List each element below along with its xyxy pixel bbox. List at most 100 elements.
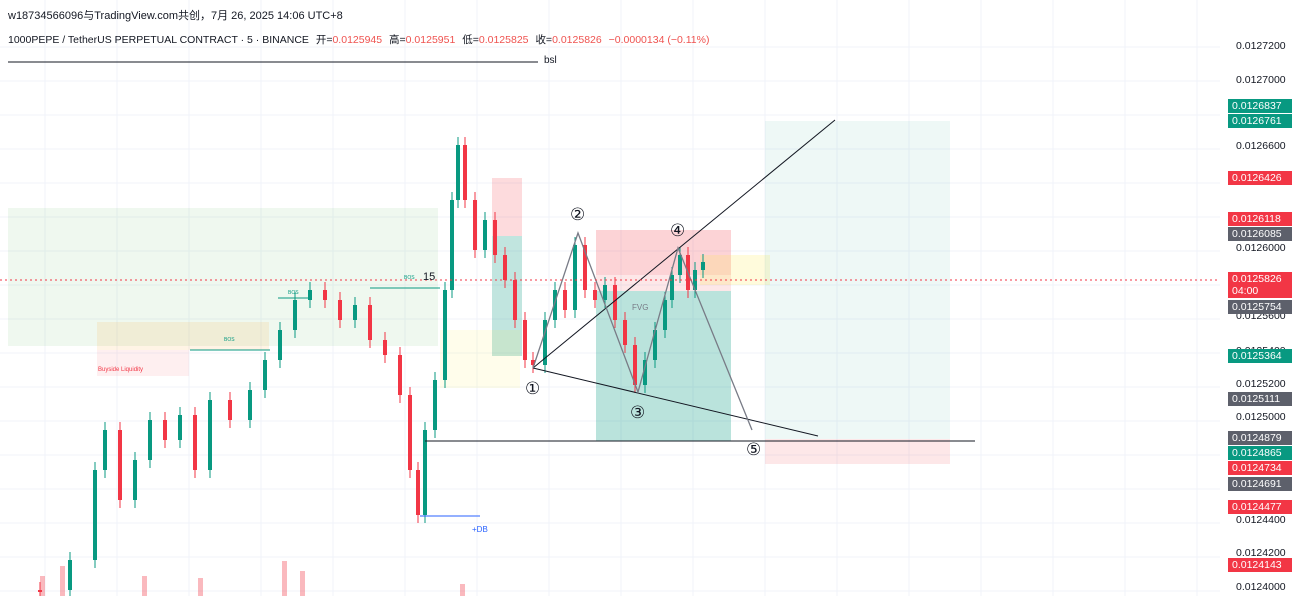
candle-body [513, 280, 517, 320]
price-tag: 0.0125826 [1228, 272, 1292, 286]
close-label: 收= [535, 34, 553, 46]
candle-body [383, 340, 387, 355]
price-tag: 0.0126761 [1228, 114, 1292, 128]
candle-body [563, 290, 567, 310]
wave-label: ④ [670, 221, 685, 240]
drawings [0, 61, 1220, 517]
candle-body [338, 300, 342, 320]
wave-label: ② [570, 205, 585, 224]
price-tag: 0.0124477 [1228, 500, 1292, 514]
zones [8, 121, 950, 464]
volume-bar [142, 576, 147, 596]
wave-label: ⑤ [746, 440, 761, 459]
zone [596, 230, 731, 275]
price-tag: 0.0126118 [1228, 212, 1292, 226]
close-value: 0.0125826 [552, 34, 602, 46]
candle-body [553, 290, 557, 320]
volume-bar [460, 584, 465, 596]
trend-line-lower [532, 367, 819, 437]
wave-path [532, 231, 753, 431]
wave-label: ① [525, 379, 540, 398]
change-value: −0.0000134 (−0.11%) [608, 34, 710, 46]
candle-body [278, 330, 282, 360]
bsl-label: bsl [544, 55, 557, 66]
candle-body [450, 200, 454, 290]
candle-body [543, 320, 547, 365]
candle-body [573, 245, 577, 310]
candle-body [416, 470, 420, 515]
candle-body [408, 395, 412, 470]
axis-tick-label: 0.0127200 [1236, 40, 1286, 52]
fifteen-label: 15 [423, 271, 435, 283]
bos-label: BOS [404, 275, 415, 281]
low-value: 0.0125825 [478, 34, 529, 46]
candle-body [603, 285, 607, 300]
price-tag: 0.0124865 [1228, 446, 1292, 460]
volume-bar [300, 571, 305, 596]
axis-tick-label: 0.0124400 [1236, 514, 1286, 526]
candle-body [68, 560, 72, 590]
volume-bar [282, 561, 287, 596]
candle-body [613, 285, 617, 320]
candle-body [263, 360, 267, 390]
wave-label: ③ [630, 403, 645, 422]
zone [97, 322, 269, 350]
candle-body [463, 145, 467, 200]
symbol-name[interactable]: 1000PEPE / TetherUS PERPETUAL CONTRACT ·… [8, 34, 309, 46]
price-tag: 0.0125111 [1228, 392, 1292, 406]
candle-body [583, 245, 587, 290]
volume-bar [40, 576, 45, 596]
zone [440, 330, 520, 388]
price-tag: 0.0126837 [1228, 99, 1292, 113]
zone [765, 121, 950, 439]
candle-body [653, 330, 657, 360]
symbol-ohlc-line: 1000PEPE / TetherUS PERPETUAL CONTRACT ·… [8, 32, 709, 47]
axis-tick-label: 0.0124000 [1236, 581, 1286, 593]
candle-body [493, 220, 497, 255]
candle-body [456, 145, 460, 200]
candle-body [193, 415, 197, 470]
candle-body [433, 380, 437, 430]
candle-body [308, 290, 312, 300]
candle-body [178, 415, 182, 440]
price-tag: 0.0125364 [1228, 349, 1292, 363]
candle-body [38, 590, 42, 592]
axis-tick-label: 0.0126600 [1236, 140, 1286, 152]
buyside-liquidity-label: Buyside Liquidity [98, 367, 143, 373]
candle-body [443, 290, 447, 380]
volume-bars [40, 561, 465, 596]
candle-body [593, 290, 597, 300]
candle-body [531, 360, 535, 365]
high-label: 高= [389, 34, 406, 46]
db-label: +DB [472, 525, 488, 534]
price-tag: 0.0126085 [1228, 227, 1292, 241]
axis-tick-label: 0.0127000 [1236, 74, 1286, 86]
volume-bar [198, 578, 203, 596]
chart-labels: bsl 15 Buyside Liquidity BOS BOS BOS FVG +DB ① ② ③… [98, 55, 761, 534]
price-tag: 0.0125754 [1228, 300, 1292, 314]
price-tag: 0.0124691 [1228, 477, 1292, 491]
candle-body [208, 400, 212, 470]
candle-body [663, 300, 667, 330]
candles [38, 137, 705, 596]
price-tag: 0.0124734 [1228, 461, 1292, 475]
low-label: 低= [462, 34, 479, 46]
candle-body [118, 430, 122, 500]
trend-line-upper [532, 119, 836, 369]
candle-body [323, 290, 327, 300]
axis-tick-label: 0.0126000 [1236, 242, 1286, 254]
price-tag: 0.0124143 [1228, 558, 1292, 572]
candle-body [228, 400, 232, 420]
candle-body [670, 275, 674, 300]
grid [0, 0, 1220, 596]
candle-body [248, 390, 252, 420]
candle-body [473, 200, 477, 250]
candle-body [701, 262, 705, 270]
candle-body [133, 460, 137, 500]
candle-body [148, 420, 152, 460]
candle-body [423, 430, 427, 515]
candle-body [353, 305, 357, 320]
zone [8, 208, 438, 346]
price-tag: 04:00 [1228, 284, 1292, 298]
